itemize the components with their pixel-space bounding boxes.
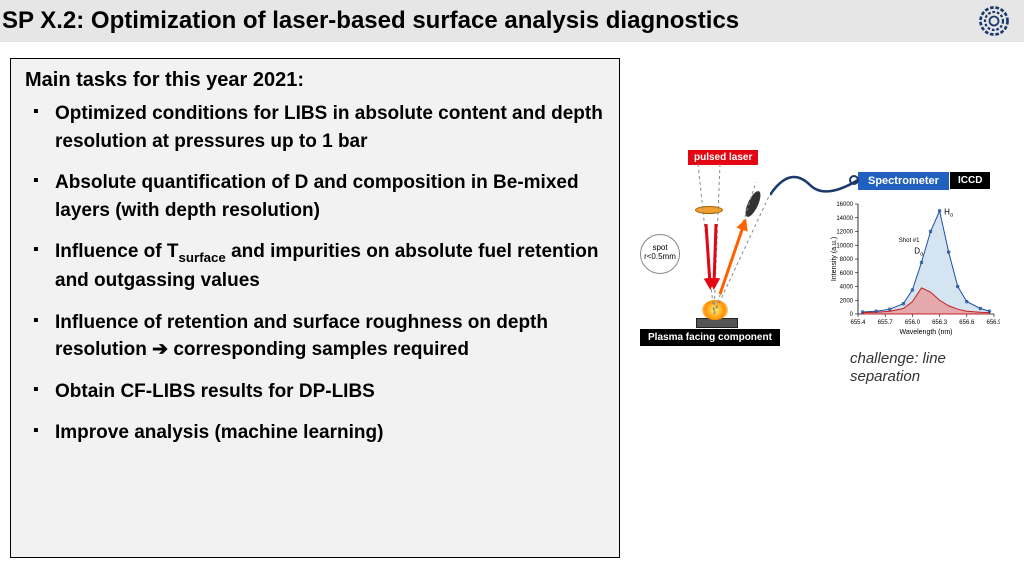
slide-title: SP X.2: Optimization of laser-based surf…	[2, 7, 739, 35]
eurofusion-logo-icon	[976, 3, 1012, 39]
svg-text:Wavelength (nm): Wavelength (nm)	[899, 329, 952, 336]
svg-text:655.4: 655.4	[850, 320, 866, 326]
libs-setup-diagram: pulsed laser Spectrometer ICCD Plasma fa…	[640, 150, 1010, 390]
spectrometer-label: Spectrometer	[858, 172, 949, 190]
svg-text:Shot #1: Shot #1	[899, 238, 920, 244]
laser-rays-icon	[678, 164, 778, 324]
svg-text:14000: 14000	[836, 216, 853, 222]
task-item: Obtain CF-LIBS results for DP-LIBS	[33, 378, 605, 406]
svg-text:0: 0	[850, 312, 854, 318]
svg-text:6000: 6000	[840, 271, 854, 277]
spot-label: spotr<0.5mm	[640, 234, 680, 274]
main-tasks-box: Main tasks for this year 2021: Optimized…	[10, 58, 620, 558]
svg-text:10000: 10000	[836, 243, 853, 249]
svg-text:2000: 2000	[840, 298, 854, 304]
task-item: Absolute quantification of D and composi…	[33, 169, 605, 224]
svg-text:α: α	[950, 212, 953, 218]
iccd-label: ICCD	[950, 172, 990, 189]
svg-text:656.0: 656.0	[905, 320, 921, 326]
svg-text:656.6: 656.6	[959, 320, 975, 326]
svg-text:Intensity (a.u.): Intensity (a.u.)	[831, 237, 838, 281]
task-list: Optimized conditions for LIBS in absolut…	[25, 100, 605, 447]
svg-text:16000: 16000	[836, 202, 853, 208]
pulsed-laser-label: pulsed laser	[688, 150, 758, 165]
pfc-label: Plasma facing component	[640, 329, 780, 346]
svg-text:12000: 12000	[836, 230, 853, 236]
task-item: Optimized conditions for LIBS in absolut…	[33, 100, 605, 155]
main-heading: Main tasks for this year 2021:	[25, 69, 605, 92]
svg-text:656.9: 656.9	[986, 320, 1000, 326]
task-item: Influence of Tsurface and impurities on …	[33, 238, 605, 295]
svg-text:8000: 8000	[840, 257, 854, 263]
task-item: Influence of retention and surface rough…	[33, 309, 605, 364]
svg-text:4000: 4000	[840, 285, 854, 291]
spectrum-chart: 0 2000 4000 6000 8000 10000 12000 14000 16000 655…	[828, 196, 1000, 336]
svg-text:α: α	[920, 252, 923, 258]
svg-text:656.3: 656.3	[932, 320, 948, 326]
slide-header: SP X.2: Optimization of laser-based surf…	[0, 0, 1024, 42]
task-item: Improve analysis (machine learning)	[33, 419, 605, 447]
challenge-caption: challenge: line separation	[850, 350, 1010, 386]
svg-text:655.7: 655.7	[878, 320, 894, 326]
